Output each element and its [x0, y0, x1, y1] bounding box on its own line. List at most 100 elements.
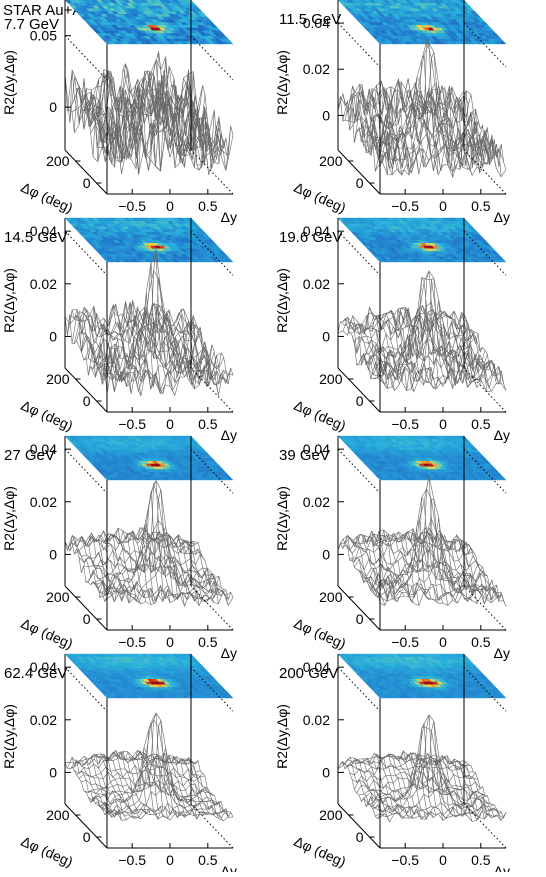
mesh-line-dy — [366, 306, 410, 391]
y-tick-label: 0 — [83, 393, 91, 409]
x-tick-label: 0.5 — [471, 852, 491, 868]
x-tick-label: 0.5 — [198, 634, 218, 650]
x-tick-label: 0.5 — [471, 198, 491, 214]
heatmap-cell — [342, 0, 351, 3]
x-tick-label: −0.5 — [118, 852, 146, 868]
mesh-line-dy — [362, 315, 405, 382]
axis-box — [64, 436, 234, 631]
y-tick-label: 0 — [83, 175, 91, 191]
mesh-line-dy — [458, 89, 502, 177]
mesh-line-dy — [93, 73, 137, 169]
z-tick-label: 0.02 — [303, 61, 330, 77]
y-axis-title: Δφ (deg) — [292, 179, 349, 216]
heatmap-projection — [64, 653, 234, 699]
y-tick-label: 200 — [319, 807, 343, 823]
heatmap-cell — [459, 0, 468, 3]
energy-label: 14.5 GeV — [4, 229, 67, 246]
mesh-line-dy — [420, 91, 463, 170]
surface-mesh — [64, 479, 234, 608]
x-axis-title: Δy — [221, 427, 237, 443]
heatmap-cell — [114, 0, 123, 3]
x-tick-label: 0 — [166, 852, 174, 868]
z-axis-title: R2(Δy,Δφ) — [274, 704, 290, 769]
z-tick-label: 0.02 — [303, 494, 330, 510]
mesh-line-dy — [118, 77, 161, 171]
z-tick-label: 0 — [49, 764, 57, 780]
box-edge — [64, 149, 108, 195]
y-tick-label: 0 — [356, 611, 364, 627]
mesh-line-dy — [156, 70, 200, 168]
heatmap-projection — [64, 435, 234, 481]
heatmap-cell — [382, 0, 391, 3]
heatmap-cell — [150, 0, 159, 3]
z-tick-label: 0 — [49, 546, 57, 562]
mesh-line-dy — [132, 489, 176, 601]
heatmap-cell — [387, 0, 396, 3]
x-tick-label: −0.5 — [118, 416, 146, 432]
x-tick-label: −0.5 — [391, 852, 419, 868]
y-tick-label: 200 — [46, 153, 70, 169]
mesh-line-dy — [64, 541, 108, 603]
mesh-line-dy — [147, 534, 190, 601]
panel-3: 0.04 0.02 0 R2(Δy,Δφ) −0.5 0 0.5Δy 200 0 Δφ (deg)… — [1, 217, 237, 443]
energy-label: 62.4 GeV — [4, 665, 67, 682]
mesh-line-dy — [458, 312, 502, 384]
y-tick-label: 200 — [319, 371, 343, 387]
mesh-line-dy — [103, 534, 147, 602]
z-axis-title: R2(Δy,Δφ) — [274, 268, 290, 333]
heatmap-cell — [87, 0, 96, 3]
x-tick-label: 0.5 — [198, 416, 218, 432]
mesh-line-dy — [454, 319, 497, 384]
mesh-line-dy — [88, 79, 132, 160]
mesh-line-dy — [103, 69, 147, 159]
surface-mesh — [64, 712, 234, 822]
x-tick-label: 0 — [439, 634, 447, 650]
mesh-line-dy — [176, 77, 219, 169]
mesh-line-dy — [434, 529, 478, 604]
mesh-line-dy — [449, 86, 492, 168]
z-tick-label: 0 — [49, 99, 57, 115]
heatmap-cell — [400, 0, 409, 3]
y-axis-title: Δφ (deg) — [19, 397, 76, 434]
mesh-line-dy — [357, 83, 400, 173]
mesh-line-dy — [137, 307, 180, 383]
heatmap-cell — [454, 0, 463, 3]
heatmap-cell — [181, 0, 190, 3]
panel-2: 0.04 0.02 0 R2(Δy,Δφ) −0.5 0 0.5Δy 200 0 Δφ (deg)… — [274, 0, 510, 225]
mesh-line-dy — [185, 315, 229, 385]
y-tick-label: 200 — [46, 371, 70, 387]
y-axis-title: Δφ (deg) — [292, 615, 349, 652]
z-tick-label: 0 — [322, 107, 330, 123]
mesh-line-dy — [98, 74, 142, 175]
x-tick-label: −0.5 — [391, 634, 419, 650]
heatmap-cell — [436, 0, 445, 3]
heatmap-cell — [432, 0, 441, 3]
energy-label: 200 GeV — [279, 665, 338, 682]
mesh-line-dy — [137, 525, 180, 601]
mesh-line-dy — [118, 522, 161, 602]
y-tick-label: 200 — [46, 589, 70, 605]
y-axis-title: Δφ (deg) — [292, 833, 349, 870]
x-tick-label: 0 — [439, 198, 447, 214]
mesh-line-dy — [410, 299, 453, 389]
y-axis-title: Δφ (deg) — [19, 615, 76, 652]
mesh-line-dy — [463, 324, 507, 391]
x-axis-title: Δy — [494, 209, 510, 225]
heatmap-cell — [346, 0, 355, 3]
mesh-line-dy — [395, 722, 439, 816]
z-axis-title: R2(Δy,Δφ) — [1, 486, 17, 551]
mesh-line-dy — [463, 91, 507, 170]
mesh-line-dy — [434, 314, 478, 388]
heatmap-cell — [427, 0, 436, 3]
mesh-line-dy — [127, 479, 171, 603]
x-axis-title: Δy — [221, 863, 237, 872]
mesh-line-dy — [391, 308, 434, 384]
heatmap-projection — [337, 435, 507, 481]
z-axis-title: R2(Δy,Δφ) — [1, 268, 17, 333]
x-tick-label: 0 — [166, 634, 174, 650]
mesh-line-dy — [156, 531, 200, 606]
mesh-line-dy — [166, 535, 210, 603]
heatmap-cell — [127, 0, 136, 3]
surface-mesh — [337, 270, 507, 393]
axis-box — [337, 0, 507, 195]
